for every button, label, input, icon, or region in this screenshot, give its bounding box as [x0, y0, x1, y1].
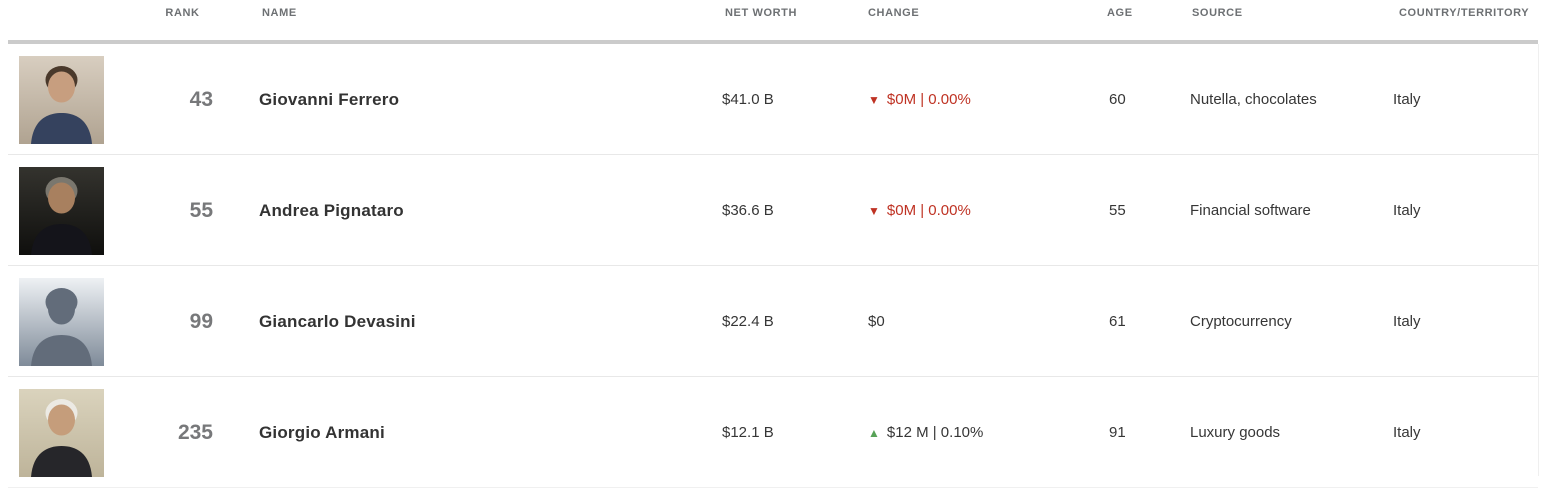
photo-cell — [0, 277, 140, 366]
age-cell: 55 — [1109, 202, 1126, 219]
change-cell: ▼ $0M | 0.00% — [866, 91, 1103, 108]
rank-cell: 43 — [189, 87, 213, 111]
billionaires-table: RANK NAME NET WORTH CHANGE AGE SOURCE CO… — [0, 0, 1542, 488]
photo-cell — [0, 55, 140, 144]
change-cell: ▲ $12 M | 0.10% — [866, 424, 1103, 441]
country-cell: Italy — [1393, 424, 1421, 441]
name-cell: Giancarlo Devasini — [259, 311, 416, 331]
age-cell: 61 — [1109, 313, 1126, 330]
column-header-age[interactable]: AGE — [1107, 7, 1133, 19]
source-cell: Financial software — [1190, 202, 1311, 219]
column-header-name[interactable]: NAME — [262, 7, 297, 19]
change-text: $0 — [868, 313, 885, 330]
age-cell: 60 — [1109, 91, 1126, 108]
column-header-net-worth[interactable]: NET WORTH — [725, 7, 798, 19]
profile-photo — [19, 55, 104, 144]
net-worth-cell: $12.1 B — [722, 424, 774, 441]
country-cell: Italy — [1393, 202, 1421, 219]
name-cell: Andrea Pignataro — [259, 200, 404, 220]
column-header-country-territory[interactable]: COUNTRY/TERRITORY — [1399, 7, 1530, 19]
age-cell: 91 — [1109, 424, 1126, 441]
table-row[interactable]: 43 Giovanni Ferrero $41.0 B ▼ $0M | 0.00… — [0, 44, 1542, 155]
rank-cell: 235 — [177, 420, 213, 444]
change-text: $0M | 0.00% — [886, 91, 971, 108]
table-header-row: RANK NAME NET WORTH CHANGE AGE SOURCE CO… — [0, 0, 1542, 44]
net-worth-cell: $36.6 B — [722, 202, 774, 219]
source-cell: Cryptocurrency — [1190, 313, 1292, 330]
change-down-arrow-icon: ▼ — [868, 92, 880, 107]
net-worth-cell: $22.4 B — [722, 313, 774, 330]
table-row[interactable]: 99 Giancarlo Devasini $22.4 B $0 61 Cryp… — [0, 266, 1542, 377]
change-cell: ▼ $0M | 0.00% — [866, 202, 1103, 219]
person-icon — [31, 176, 92, 255]
person-icon — [31, 65, 92, 144]
profile-photo — [19, 166, 104, 255]
profile-photo — [19, 388, 104, 477]
change-text: $12 M | 0.10% — [886, 424, 984, 441]
photo-cell — [0, 388, 140, 477]
table-row[interactable]: 55 Andrea Pignataro $36.6 B ▼ $0M | 0.00… — [0, 155, 1542, 266]
rank-cell: 55 — [189, 198, 213, 222]
column-header-source[interactable]: SOURCE — [1192, 7, 1243, 19]
source-cell: Luxury goods — [1190, 424, 1281, 441]
change-up-arrow-icon: ▲ — [868, 425, 880, 440]
name-cell: Giorgio Armani — [259, 422, 385, 442]
name-cell: Giovanni Ferrero — [259, 89, 400, 109]
country-cell: Italy — [1393, 91, 1421, 108]
change-cell: $0 — [866, 313, 1103, 330]
change-text: $0M | 0.00% — [886, 202, 971, 219]
column-header-rank[interactable]: RANK — [165, 7, 200, 19]
country-cell: Italy — [1393, 313, 1421, 330]
profile-photo-placeholder — [19, 277, 104, 366]
source-cell: Nutella, chocolates — [1190, 91, 1317, 108]
photo-cell — [0, 166, 140, 255]
change-down-arrow-icon: ▼ — [868, 203, 880, 218]
rank-cell: 99 — [189, 309, 213, 333]
table-row[interactable]: 235 Giorgio Armani $12.1 B ▲ $12 M | 0.1… — [0, 377, 1542, 488]
person-silhouette-icon — [31, 287, 92, 366]
net-worth-cell: $41.0 B — [722, 91, 774, 108]
column-header-change[interactable]: CHANGE — [868, 7, 920, 19]
column-header-photo — [0, 0, 140, 7]
person-icon — [31, 398, 92, 477]
